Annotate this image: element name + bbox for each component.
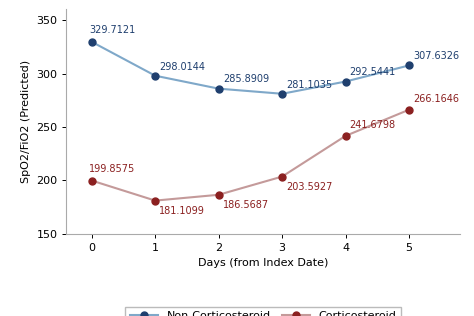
Text: 292.5441: 292.5441 (350, 67, 396, 77)
Text: 329.7121: 329.7121 (89, 25, 135, 35)
Non-Corticosteroid (406, 64, 412, 67)
Text: 266.1646: 266.1646 (413, 94, 459, 104)
X-axis label: Days (from Index Date): Days (from Index Date) (198, 258, 328, 268)
Line: Corticosteroid: Corticosteroid (88, 106, 412, 204)
Text: 203.5927: 203.5927 (286, 182, 333, 192)
Corticosteroid (343, 134, 348, 138)
Corticosteroid (89, 179, 95, 182)
Text: 307.6326: 307.6326 (413, 51, 459, 61)
Text: 199.8575: 199.8575 (89, 164, 135, 173)
Text: 186.5687: 186.5687 (223, 200, 269, 210)
Non-Corticosteroid (152, 74, 158, 78)
Non-Corticosteroid (216, 87, 221, 91)
Text: 241.6798: 241.6798 (350, 120, 396, 130)
Corticosteroid (152, 199, 158, 203)
Line: Non-Corticosteroid: Non-Corticosteroid (88, 38, 412, 97)
Legend: Non-Corticosteroid, Corticosteroid: Non-Corticosteroid, Corticosteroid (126, 307, 401, 316)
Text: 285.8909: 285.8909 (223, 75, 269, 84)
Non-Corticosteroid (279, 92, 285, 96)
Non-Corticosteroid (89, 40, 95, 44)
Text: 298.0144: 298.0144 (159, 62, 205, 71)
Text: 181.1099: 181.1099 (159, 206, 205, 216)
Corticosteroid (279, 175, 285, 179)
Non-Corticosteroid (343, 80, 348, 83)
Text: 281.1035: 281.1035 (286, 80, 332, 90)
Y-axis label: SpO2/FiO2 (Predicted): SpO2/FiO2 (Predicted) (21, 60, 31, 183)
Corticosteroid (216, 193, 221, 197)
Corticosteroid (406, 108, 412, 112)
